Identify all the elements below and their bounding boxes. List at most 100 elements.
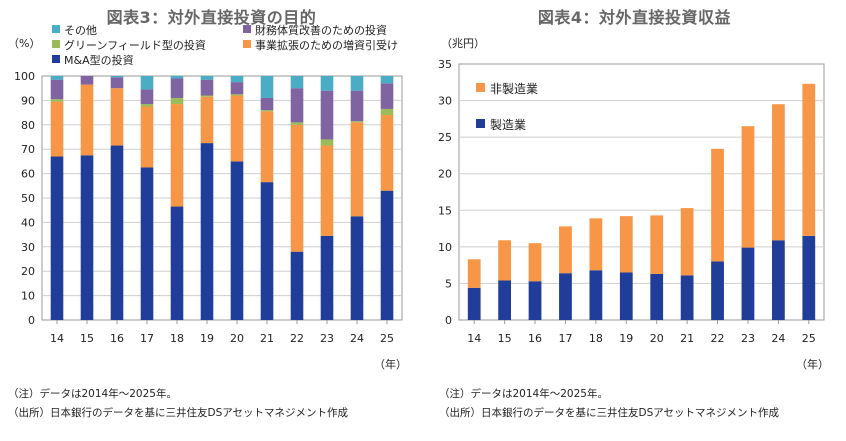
bar-segment bbox=[80, 76, 94, 85]
bar-segment bbox=[290, 76, 304, 89]
x-tick-label: 23 bbox=[320, 332, 334, 345]
legend-label: 製造業 bbox=[490, 118, 526, 132]
x-tick-label: 14 bbox=[50, 332, 64, 345]
bar-segment bbox=[711, 148, 724, 262]
y-tick-label: 90 bbox=[21, 94, 35, 107]
bar-segment bbox=[50, 101, 64, 157]
x-tick-label: 14 bbox=[467, 332, 481, 345]
bar-segment bbox=[498, 240, 512, 281]
bar-segment bbox=[380, 190, 394, 320]
y-tick-label: 80 bbox=[21, 119, 35, 132]
chart-source: （出所）日本銀行のデータを基に三井住友DSアセットマネジメント作成 bbox=[439, 407, 780, 419]
legend-label: 財務体質改善のための投資 bbox=[255, 23, 387, 37]
x-tick-label: 16 bbox=[110, 332, 124, 345]
y-axis-label: （%） bbox=[8, 37, 40, 50]
bar-segment bbox=[290, 122, 304, 125]
bar-segment bbox=[350, 216, 364, 320]
bar-segment bbox=[498, 280, 512, 320]
bar-segment bbox=[230, 95, 244, 162]
x-tick-label: 17 bbox=[558, 332, 572, 345]
bar-segment bbox=[200, 96, 214, 144]
x-tick-label: 20 bbox=[650, 332, 664, 345]
chart-note: （注）データは2014年～2025年。 bbox=[8, 388, 177, 400]
bar-segment bbox=[170, 97, 184, 105]
bar-segment bbox=[110, 77, 124, 89]
x-tick-label: 21 bbox=[260, 332, 274, 345]
bar-segment bbox=[290, 88, 304, 123]
y-axis-label: （兆円） bbox=[441, 37, 485, 50]
bar-segment bbox=[467, 259, 481, 288]
y-tick-label: 0 bbox=[445, 314, 452, 327]
bar-segment bbox=[200, 76, 214, 80]
bar-segment bbox=[110, 76, 124, 78]
x-tick-label: 24 bbox=[771, 332, 785, 345]
bar-segment bbox=[528, 243, 542, 282]
y-tick-label: 35 bbox=[438, 58, 452, 71]
bar-segment bbox=[170, 78, 184, 98]
legend-label: グリーンフィールド型の投資 bbox=[64, 38, 206, 52]
bar-segment bbox=[320, 235, 334, 320]
bar-segment bbox=[260, 97, 274, 111]
y-tick-label: 10 bbox=[21, 290, 35, 303]
y-tick-label: 10 bbox=[438, 241, 452, 254]
bar-segment bbox=[802, 235, 816, 320]
bar-segment bbox=[230, 76, 244, 83]
x-tick-label: 19 bbox=[619, 332, 633, 345]
x-tick-label: 15 bbox=[80, 332, 94, 345]
x-axis-label: （年） bbox=[374, 357, 407, 371]
x-tick-label: 22 bbox=[290, 332, 304, 345]
bar-segment bbox=[320, 76, 334, 91]
legend-label: その他 bbox=[64, 24, 97, 37]
legend-swatch bbox=[476, 119, 485, 128]
bar-segment bbox=[260, 110, 274, 112]
y-tick-label: 5 bbox=[445, 277, 452, 290]
bar-segment bbox=[680, 208, 694, 276]
bar-segment bbox=[260, 182, 274, 320]
bar-segment bbox=[350, 90, 364, 122]
chart-purpose-panel: 図表3：対外直接投資の目的 0 10 20 30 40 50 60 70 80 90 100 14 15… bbox=[8, 8, 407, 419]
chart-purpose: 0 10 20 30 40 50 60 70 80 90 100 14 15 16 17 18 19 20 21 22… bbox=[8, 23, 407, 371]
y-tick-label: 40 bbox=[21, 216, 35, 229]
y-tick-label: 30 bbox=[438, 95, 452, 108]
bar-segment bbox=[320, 90, 334, 140]
bar-segment bbox=[50, 79, 64, 100]
x-tick-label: 24 bbox=[350, 332, 364, 345]
bar-segment bbox=[260, 111, 274, 183]
bar-segment bbox=[380, 115, 394, 191]
bar-segment bbox=[140, 104, 154, 107]
x-tick-label: 19 bbox=[200, 332, 214, 345]
bar-segment bbox=[771, 240, 785, 320]
bar-segment bbox=[771, 104, 785, 241]
bar-segment bbox=[559, 273, 572, 320]
bar-segment bbox=[50, 99, 64, 102]
bar-segment bbox=[589, 218, 603, 271]
bar-segment bbox=[320, 145, 334, 236]
bar-segment bbox=[110, 88, 124, 146]
x-tick-label: 17 bbox=[140, 332, 154, 345]
x-tick-label: 15 bbox=[498, 332, 512, 345]
bar-segment bbox=[230, 94, 244, 96]
y-tick-label: 25 bbox=[438, 131, 452, 144]
bar-segment bbox=[350, 121, 364, 123]
legend-label: 事業拡張のための増資引受け bbox=[255, 38, 398, 52]
legend-swatch bbox=[243, 40, 251, 48]
bar-segment bbox=[650, 273, 664, 320]
x-tick-label: 16 bbox=[528, 332, 542, 345]
legend-swatch bbox=[52, 40, 60, 48]
x-tick-label: 18 bbox=[170, 332, 184, 345]
bar-segment bbox=[467, 287, 481, 320]
bar-segment bbox=[170, 206, 184, 320]
bar-segment bbox=[741, 126, 755, 248]
bar-segment bbox=[110, 145, 124, 320]
bar-segment bbox=[741, 247, 755, 320]
bar-segment bbox=[170, 76, 184, 79]
y-tick-label: 20 bbox=[21, 265, 35, 278]
bar-segment bbox=[350, 122, 364, 217]
bar-segment bbox=[230, 82, 244, 95]
x-tick-label: 23 bbox=[741, 332, 755, 345]
bar-segment bbox=[260, 76, 274, 98]
bar-segment bbox=[589, 270, 603, 320]
legend-swatch bbox=[52, 55, 60, 63]
legend-swatch bbox=[52, 25, 60, 33]
bar-segment bbox=[711, 261, 724, 320]
